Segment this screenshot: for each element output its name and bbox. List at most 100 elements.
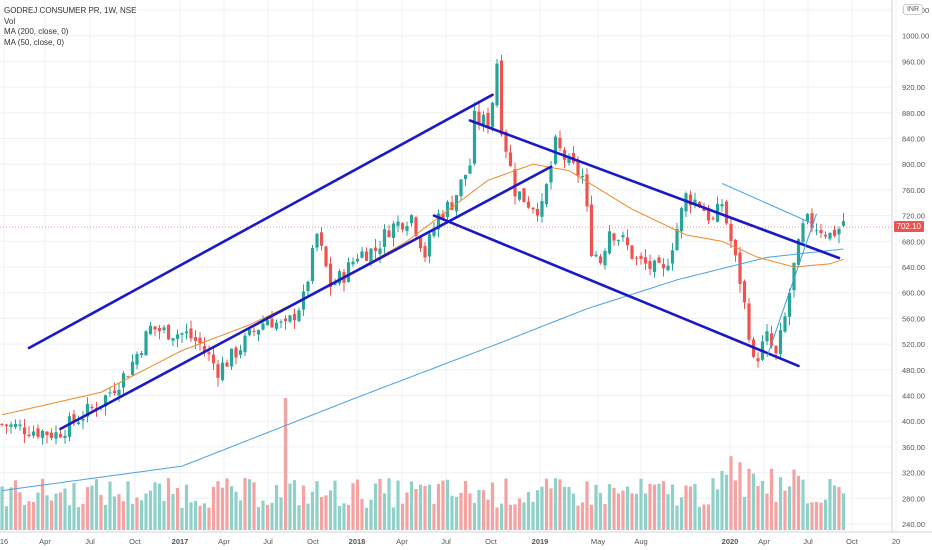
candle-body (373, 247, 378, 251)
volume-bar (139, 500, 144, 530)
volume-bar (612, 487, 616, 530)
candle-body (540, 201, 544, 217)
time-tick-label: 2017 (172, 537, 189, 546)
candle-body (589, 204, 594, 256)
volume-bar (369, 499, 373, 530)
candle-body (630, 245, 634, 259)
time-tick-label: May (591, 537, 605, 546)
volume-bar (130, 503, 135, 530)
candle-body (454, 194, 459, 212)
last-price-tag: 702.10 (893, 221, 924, 233)
candle-body (198, 337, 202, 344)
volume-bar (414, 488, 418, 530)
candle-body (238, 350, 243, 355)
volume-bar (544, 478, 549, 530)
candle-body (436, 213, 441, 230)
volume-bar (738, 462, 742, 530)
candle-body (414, 217, 418, 236)
candle-body (621, 235, 625, 238)
volume-bar (679, 497, 684, 530)
volume-bar (351, 483, 355, 530)
candle-body (0, 424, 4, 426)
candle-body (369, 248, 373, 264)
volume-bar (522, 502, 526, 530)
volume-bar (202, 503, 207, 530)
price-tick-label: 800.00 (902, 160, 925, 169)
time-tick-label: 16 (0, 537, 8, 546)
candle-body (648, 261, 652, 269)
volume-bar (454, 496, 459, 530)
volume-bar (364, 507, 369, 530)
volume-bar (603, 504, 607, 530)
candle-body (103, 395, 108, 407)
candle-body (765, 331, 769, 342)
candle-body (729, 223, 733, 242)
candle-body (774, 345, 778, 354)
candle-body (382, 229, 387, 247)
candle-body (315, 233, 319, 248)
volume-bar (724, 474, 729, 530)
price-tick-label: 960.00 (902, 57, 925, 66)
volume-bar (729, 456, 733, 530)
volume-bar (796, 475, 801, 530)
volume-bar (252, 482, 256, 530)
chart-legend: GODREJ CONSUMER PR, 1W, NSE Vol MA (200,… (4, 6, 136, 48)
price-tick-label: 760.00 (902, 186, 925, 195)
time-tick-label: Oct (485, 537, 498, 546)
candle-body (535, 208, 540, 216)
time-tick-label: Apr (758, 537, 770, 546)
time-tick-label: Oct (129, 537, 142, 546)
volume-bar (99, 494, 103, 530)
candle-body (616, 240, 621, 242)
volume-bar (342, 503, 346, 530)
candle-body (139, 353, 144, 355)
candle-body (805, 213, 810, 222)
volume-bar (81, 503, 85, 530)
volume-bar (283, 398, 288, 530)
volume-bar (193, 500, 198, 530)
price-tick-label: 240.00 (902, 520, 925, 529)
candle-body (337, 271, 342, 284)
volume-bar (661, 481, 666, 530)
candle-body (261, 323, 265, 330)
candle-body (81, 418, 85, 421)
volume-bar (409, 481, 414, 530)
volume-bar (715, 489, 720, 530)
volume-bar (63, 488, 67, 530)
volume-bar (229, 486, 234, 530)
volume-bar (504, 478, 508, 530)
volume-bar (711, 478, 715, 530)
volume-bar (778, 477, 783, 530)
candle-body (675, 228, 679, 251)
candle-body (288, 315, 292, 322)
currency-badge[interactable]: INR (902, 4, 923, 15)
ma50-line (1, 163, 844, 416)
candle-body (13, 423, 18, 428)
volume-bar (22, 504, 27, 530)
candle-body (441, 213, 445, 219)
volume-bar (207, 507, 211, 530)
candle-body (40, 430, 45, 438)
volume-bar (279, 497, 283, 530)
volume-bar (31, 502, 36, 530)
price-tick-label: 1000.00 (902, 32, 929, 41)
ma50-legend: MA (50, close, 0) (4, 37, 65, 47)
candle-body (558, 137, 562, 149)
volume-bar (783, 490, 787, 530)
candle-body (742, 281, 747, 303)
candle-body (301, 291, 306, 310)
candle-body (445, 201, 450, 218)
volume-bar (288, 483, 292, 530)
volume-bar (625, 486, 630, 530)
candle-body (459, 179, 463, 197)
time-tick-label: Apr (39, 537, 51, 546)
volume-bar (562, 486, 567, 530)
volume-bar (693, 483, 697, 530)
volume-bar (571, 493, 576, 530)
volume-bar (814, 501, 819, 530)
thin-trendline (721, 183, 813, 224)
candle-body (711, 218, 715, 220)
candle-body (225, 362, 229, 367)
candle-body (234, 347, 238, 358)
